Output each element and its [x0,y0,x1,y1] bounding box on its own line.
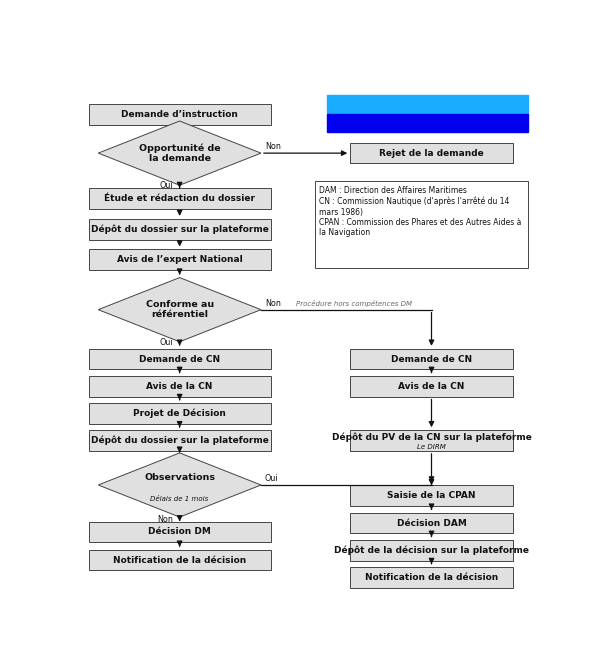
FancyBboxPatch shape [89,403,271,424]
Text: Décision DAM: Décision DAM [397,518,466,528]
Text: Demande d’instruction: Demande d’instruction [121,110,238,119]
Text: Demande de CN: Demande de CN [139,355,220,364]
Text: Conforme au
référentiel: Conforme au référentiel [146,300,214,319]
Bar [327,95,529,113]
Polygon shape [98,453,261,517]
FancyBboxPatch shape [350,567,513,588]
FancyBboxPatch shape [89,349,271,370]
Text: Procédure hors compétences DM: Procédure hors compétences DM [296,300,412,307]
Text: Le DIRM: Le DIRM [417,444,446,450]
FancyBboxPatch shape [350,513,513,534]
Text: Opportunité de
la demande: Opportunité de la demande [139,143,220,163]
Text: Avis de l’expert National: Avis de l’expert National [117,255,242,264]
FancyBboxPatch shape [89,188,271,209]
Text: Non: Non [265,141,281,151]
Text: Rejet de la demande: Rejet de la demande [379,149,484,157]
Text: Oui: Oui [160,181,173,190]
Text: Non: Non [265,299,281,307]
Text: Dépôt de la décision sur la plateforme: Dépôt de la décision sur la plateforme [334,546,529,555]
Text: Décision DM: Décision DM [148,528,211,536]
FancyBboxPatch shape [315,181,529,267]
Text: Délais de 1 mois: Délais de 1 mois [151,496,209,502]
FancyBboxPatch shape [89,219,271,239]
Text: Avis de la CN: Avis de la CN [146,382,213,391]
FancyBboxPatch shape [89,430,271,451]
FancyBboxPatch shape [350,486,513,506]
Text: Oui: Oui [265,474,278,483]
Text: Saisie de la CPAN: Saisie de la CPAN [387,492,476,500]
FancyBboxPatch shape [89,104,271,125]
FancyBboxPatch shape [89,550,271,570]
FancyBboxPatch shape [350,143,513,163]
Text: Notification de la décision: Notification de la décision [365,573,498,582]
Text: DAM : Direction des Affaires Maritimes
CN : Commission Nautique (d'après l'arrêt: DAM : Direction des Affaires Maritimes C… [319,186,521,237]
Text: Étude et rédaction du dossier: Étude et rédaction du dossier [104,194,255,203]
Text: Avis de la CN: Avis de la CN [398,382,464,391]
Text: Notification de la décision: Notification de la décision [113,556,246,564]
FancyBboxPatch shape [350,540,513,560]
FancyBboxPatch shape [89,522,271,542]
Text: Dépôt du dossier sur la plateforme: Dépôt du dossier sur la plateforme [91,436,269,446]
Text: Demande de CN: Demande de CN [391,355,472,364]
Text: Non: Non [158,515,173,524]
FancyBboxPatch shape [89,249,271,270]
FancyBboxPatch shape [350,430,513,451]
FancyBboxPatch shape [350,376,513,397]
Text: Dépôt du PV de la CN sur la plateforme: Dépôt du PV de la CN sur la plateforme [332,433,532,442]
Polygon shape [98,277,261,342]
FancyBboxPatch shape [350,349,513,370]
Polygon shape [98,121,261,185]
FancyBboxPatch shape [89,376,271,397]
Text: Observations: Observations [144,473,215,482]
Text: Oui: Oui [160,338,173,347]
Text: Dépôt du dossier sur la plateforme: Dépôt du dossier sur la plateforme [91,224,269,234]
Text: Projet de Décision: Projet de Décision [133,409,226,418]
Bar [327,114,529,132]
